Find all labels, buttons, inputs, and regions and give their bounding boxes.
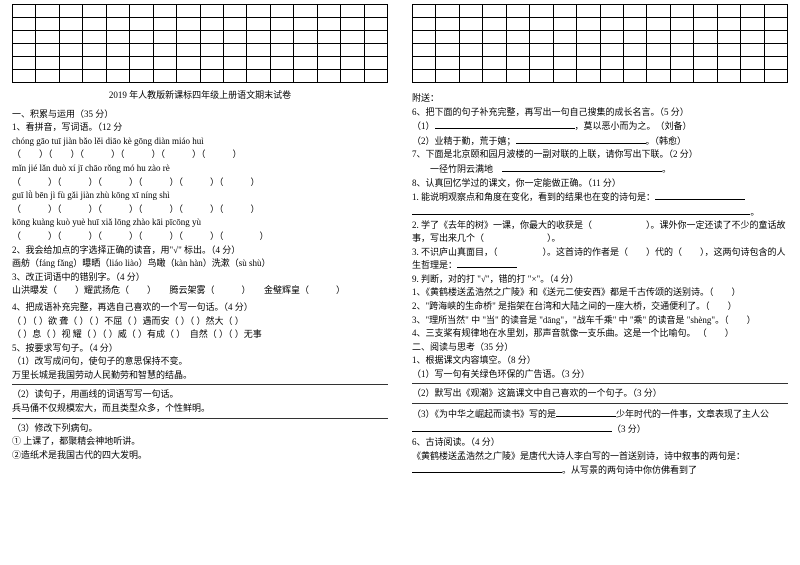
answer-grid-right (412, 4, 788, 83)
q6-2-suffix: 。（韩愈） (646, 136, 687, 146)
pinyin-row-4: kōng kuàng kuò yuè huī xiǎ lōng zhào kāi… (12, 216, 388, 229)
q1: 1、看拼音，写词语。（12 分 (12, 121, 388, 134)
q2-line: 画舫（fáng fǎng）曝晒（liáo liào）鸟瞰（kàn hàn）洗漱（… (12, 257, 388, 270)
couplet-upper: 一径竹阴云满地 (430, 164, 493, 174)
gq-text-2: 。从写景的两句诗中你仿佛看到了 (412, 463, 788, 477)
blank (435, 119, 575, 129)
q8-3a: 3. 不识庐山真面目，（ (412, 247, 498, 257)
blank-line (412, 205, 750, 215)
divider (412, 383, 788, 384)
q8: 8、认真回忆学过的课文，你一定能做正确。（11 分） (412, 177, 788, 190)
q2: 2、我会给加点的字选择正确的读音，用"√" 标出。（4 分） (12, 244, 388, 257)
divider (12, 418, 388, 419)
q5-2: （2）读句子，用画线的词语写写一句话。 (12, 388, 388, 401)
blank (502, 162, 662, 172)
q6-2-prefix: （2）业精于勤，荒于嬉； (412, 136, 516, 146)
exam-title: 2019 年人教版新课标四年级上册语文期末试卷 (12, 89, 388, 102)
blank (412, 463, 562, 473)
q3: 3、改正词语中的错别字。（4 分） (12, 271, 388, 284)
q9: 9. 判断，对的打 "√"，错的打 "×"。（4 分） (412, 273, 788, 286)
blank (655, 190, 745, 200)
q9-2: 2、"跨海峡的生命桥" 是指架在台湾和大陆之间的一座大桥，交通便利了。（ ） (412, 300, 788, 313)
q5-2-text: 兵马俑不仅规模宏大，而且类型众多，个性鲜明。 (12, 402, 388, 415)
gq-2-text: 。从写景的两句诗中你仿佛看到了 (562, 465, 697, 475)
q5-1: （1）改写成问句，使句子的意思保持不变。 (12, 355, 388, 368)
q7: 7、下面是北京颐和园月波楼的一副对联的上联，请你写出下联。（2 分） (412, 148, 788, 161)
q5: 5、按要求写句子。（4 分） (12, 342, 388, 355)
q9-4: 4、三支桨有规律地在水里划，那声音就像一支乐曲。这是一个比喻句。 （ ） (412, 327, 788, 340)
blank (516, 134, 646, 144)
q6-2: （2）业精于勤，荒于嬉； 。（韩愈） (412, 134, 788, 148)
pinyin-row-2: mǐn jié lǎn duò xí jī chāo rǒng mó hu zà… (12, 162, 388, 175)
answer-row-3: （ ）（ ）（ ）（ ）（ ）（ ） (12, 203, 388, 216)
q4: 4、把成语补充完整，再选自己喜欢的一个写一句话。（4 分） (12, 301, 388, 314)
r1-1: （1）写一句有关绿色环保的广告语。（3 分） (412, 368, 788, 381)
q6-1: （1） ，莫以恶小而为之。 （刘备） (412, 119, 788, 133)
left-column: 2019 年人教版新课标四年级上册语文期末试卷 一、积累与运用（35 分） 1、… (0, 0, 400, 565)
r1-3b: 少年时代的一件事，文章表现了主人公 (616, 409, 769, 419)
pinyin-row-3: guī lǜ bēn jì fù gǎi jiàn zhù kōng xī ní… (12, 189, 388, 202)
q9-3: 3、"理所当然" 中 "当" 的读音是 "dāng"，"战车千乘" 中 "乘" … (412, 314, 788, 327)
q3-line: 山洪曝发（ ）耀武扬危（ ） 腾云架雾（ ） 金璧辉皇（ ） (12, 284, 388, 297)
r1-2: （2）默写出《观潮》这篇课文中自己喜欢的一个句子。（3 分） (412, 387, 788, 400)
q9-1: 1、《黄鹤楼送孟浩然之广陵》和《送元二使安西》都是千古传颂的送别诗。（ ） (412, 286, 788, 299)
q8-3: 3. 不识庐山真面目，（ ）。这首诗的作者是（ ）代的（ ），这两句诗包含的人生… (412, 246, 788, 272)
q8-1: 1. 能说明观察点和角度在变化，看到的结果也在变的诗句是： (412, 190, 788, 204)
q6-1-suffix: ，莫以恶小而为之。 （刘备） (575, 121, 692, 131)
q5-3: （3）修改下列病句。 (12, 422, 388, 435)
pinyin-row-1: chóng gāo tuī jiàn bǎo lěi diāo kè gōng … (12, 135, 388, 148)
q8-2a: 2. 学了《去年的树》一课，你最大的收获是（ (412, 220, 592, 230)
q8-1-text: 1. 能说明观察点和角度在变化，看到的结果也在变的诗句是： (412, 192, 655, 202)
q5-3a: ① 上课了，都聚精会神地听讲。 (12, 435, 388, 448)
blank (412, 422, 612, 432)
q5-3b: ②造纸术是我国古代的四大发明。 (12, 449, 388, 462)
r1-3c: （3 分） (412, 422, 788, 436)
blank (556, 407, 616, 417)
answer-row-2: （ ）（ ）（ ）（ ）（ ）（ ） (12, 176, 388, 189)
q6-3: 一径竹阴云满地 。 (412, 162, 788, 176)
section-2-heading: 二、阅读与思考（35 分） (412, 341, 788, 354)
q4-line-1: （ ）（ ）欲 聋（ ）（ ）不屈（ ）遇而安（ ）（ ）然大（ ） (12, 315, 388, 328)
q8-2: 2. 学了《去年的树》一课，你最大的收获是（ ）。课外你一定还读了不少的童话故事… (412, 219, 788, 244)
q4-line-2: （ ）息（ ）视 耀（ ）（ ）威（ ）有成（ ） 自然（ ）（ ）无事 (12, 328, 388, 341)
q6: 6、把下面的句子补充完整，再写出一句自己搜集的成长名言。（5 分） (412, 106, 788, 119)
answer-row-4: （ ）（ ）（ ）（ ）（ ）（ ） (12, 230, 388, 243)
r1-3c-text: （3 分） (612, 424, 646, 434)
divider (12, 384, 388, 385)
gq-text-1: 《黄鹤楼送孟浩然之广陵》是唐代大诗人李白写的一首送别诗，诗中叙事的两句是： (412, 450, 788, 463)
answer-row-1: （ ）（ ）（ ）（ ）（ ）（ ） (12, 148, 388, 161)
divider (412, 403, 788, 404)
answer-grid-left (12, 4, 388, 83)
attachment-label: 附送： (412, 92, 788, 105)
section-1-heading: 一、积累与运用（35 分） (12, 108, 388, 121)
gq: 6、古诗阅读。（4 分） (412, 436, 788, 449)
q5-1-text: 万里长城是我国劳动人民勤劳和智慧的结晶。 (12, 369, 388, 382)
right-column: 附送： 6、把下面的句子补充完整，再写出一句自己搜集的成长名言。（5 分） （1… (400, 0, 800, 565)
r1-3: （3）《为中华之崛起而读书》写的是 少年时代的一件事，文章表现了主人公 (412, 407, 788, 421)
r1: 1、根据课文内容填空。（8 分） (412, 354, 788, 367)
blank (457, 258, 517, 268)
r1-3a: （3）《为中华之崛起而读书》写的是 (412, 409, 556, 419)
q6-1-prefix: （1） (412, 121, 435, 131)
